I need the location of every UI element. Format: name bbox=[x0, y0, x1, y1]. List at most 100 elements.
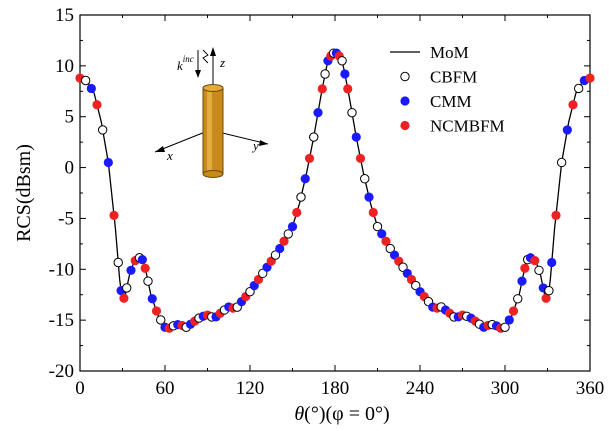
cylinder-body bbox=[202, 87, 224, 175]
series-ncmbfm-point bbox=[304, 153, 315, 164]
series-cmm-point bbox=[504, 315, 514, 325]
series-ncmbfm-point bbox=[279, 236, 289, 246]
series-cbfm-point bbox=[122, 283, 132, 293]
series-ncmbfm-point bbox=[317, 84, 327, 94]
y-tick-label: 10 bbox=[55, 56, 74, 77]
y-tick-label: 15 bbox=[55, 5, 74, 26]
y-tick-label: -5 bbox=[58, 208, 74, 229]
x-tick-label: 180 bbox=[321, 378, 350, 399]
k-inc-label: kinc bbox=[177, 54, 194, 73]
mom-curve-layer bbox=[79, 51, 591, 331]
series-ncmbfm-point bbox=[92, 100, 102, 110]
series-cmm-point bbox=[377, 229, 387, 239]
series-ncmbfm-point bbox=[381, 236, 391, 246]
plot-frame bbox=[79, 14, 591, 372]
series-cbfm-point bbox=[270, 250, 281, 260]
y-axis-arrowhead bbox=[259, 140, 268, 146]
series-cbfm-point bbox=[347, 107, 357, 118]
series-cmm-point bbox=[137, 255, 147, 265]
series-cbfm-point bbox=[80, 75, 91, 86]
series-ncmbfm-point bbox=[119, 293, 129, 303]
series-ncmbfm-point bbox=[508, 306, 519, 316]
series-ncmbfm-point bbox=[520, 263, 530, 273]
y-axis-label: RCS(dBsm) bbox=[13, 144, 35, 242]
series-cbfm-point bbox=[296, 192, 306, 202]
series-cbfm-point bbox=[320, 69, 330, 79]
legend-symbol-cmm bbox=[400, 96, 410, 106]
legend: MoM CBFM CMM NCMBFM bbox=[390, 43, 505, 136]
series-cbfm-point bbox=[556, 157, 567, 168]
series-ncmbfm-point bbox=[368, 207, 378, 218]
series-cmm-point bbox=[517, 276, 527, 286]
series-cbfm-point bbox=[283, 229, 293, 239]
legend-label-mom: MoM bbox=[430, 43, 469, 62]
cylinder-highlight bbox=[207, 90, 212, 172]
x-axis-arrowhead bbox=[155, 146, 165, 152]
series-ncmbfm-point bbox=[109, 210, 119, 220]
y-tick-label: -15 bbox=[49, 310, 74, 331]
series-ncmbfm-point bbox=[140, 263, 150, 273]
y-tick-label: -10 bbox=[49, 259, 74, 280]
series-cmm-point bbox=[300, 174, 310, 184]
series-cbfm-point bbox=[156, 315, 166, 325]
polarization-zigzag-icon bbox=[202, 49, 209, 64]
series-cmm-point bbox=[313, 108, 323, 118]
x-tick-label: 60 bbox=[156, 378, 175, 399]
series-ncmbfm-point bbox=[568, 100, 578, 110]
x-tick-label: 240 bbox=[406, 378, 435, 399]
series-cmm-point bbox=[287, 221, 298, 232]
marker-layer bbox=[75, 48, 595, 333]
series-cbfm-point bbox=[143, 276, 153, 286]
x-axis-label: θ(°)(φ = 0°) bbox=[294, 403, 389, 425]
z-label: z bbox=[219, 55, 225, 70]
z-axis-arrowhead bbox=[210, 47, 216, 56]
x-axis-line bbox=[154, 129, 211, 153]
series-cmm-point bbox=[103, 157, 113, 168]
x-tick-label: 300 bbox=[491, 378, 520, 399]
series-cbfm-point bbox=[534, 265, 544, 276]
series-cmm-point bbox=[562, 125, 572, 135]
series-ncmbfm-point bbox=[551, 210, 561, 220]
legend-label-ncmbfm: NCMBFM bbox=[430, 117, 505, 136]
axis-ticks: 0 60 120 180 240 300 360 -20 -15 -10 -5 0 5 10 15 bbox=[49, 5, 605, 399]
cylinder-bottom bbox=[202, 170, 224, 178]
legend-symbol-ncmbfm bbox=[400, 120, 410, 131]
x-tick-label: 360 bbox=[576, 378, 605, 399]
series-ncmbfm-point bbox=[355, 153, 366, 164]
series-cbfm-point bbox=[372, 221, 383, 232]
plot-area: 0 60 120 180 240 300 360 -20 -15 -10 -5 0 5 10 15 bbox=[49, 5, 605, 399]
series-cbfm-point bbox=[513, 294, 523, 304]
series-cmm-point bbox=[351, 132, 361, 142]
legend-label-cmm: CMM bbox=[430, 92, 472, 111]
series-ncmbfm-point bbox=[530, 256, 540, 266]
x-label: x bbox=[166, 148, 173, 163]
series-ncmbfm-point bbox=[585, 73, 595, 83]
y-tick-label: 0 bbox=[65, 158, 75, 179]
series-cbfm-point bbox=[385, 243, 395, 254]
series-cbfm-point bbox=[360, 174, 370, 184]
series-cmm-point bbox=[126, 265, 136, 275]
y-label: y bbox=[251, 138, 259, 153]
incident-arrowhead bbox=[195, 70, 201, 78]
y-tick-label: 5 bbox=[65, 107, 75, 128]
legend-label-cbfm: CBFM bbox=[430, 68, 477, 87]
series-cmm-point bbox=[547, 257, 557, 268]
series-ncmbfm-point bbox=[292, 207, 302, 218]
series-ncmbfm-point bbox=[343, 84, 353, 94]
series-cmm-point bbox=[364, 192, 374, 202]
series-ncmbfm-point bbox=[541, 293, 551, 303]
series-cmm-point bbox=[86, 83, 96, 94]
y-tick-label: -20 bbox=[49, 361, 74, 382]
legend-symbol-cbfm bbox=[400, 71, 410, 82]
series-cbfm-point bbox=[309, 132, 319, 142]
series-cmm-point bbox=[147, 294, 157, 304]
inset-cylinder-diagram: kinc z x y bbox=[154, 47, 269, 178]
series-cbfm-point bbox=[573, 83, 584, 94]
series-ncmbfm-point bbox=[151, 306, 162, 316]
series-cmm-point bbox=[275, 243, 285, 254]
x-tick-label: 120 bbox=[236, 378, 265, 399]
series-cbfm-point bbox=[544, 285, 554, 296]
series-cbfm-point bbox=[97, 125, 108, 135]
series-cbfm-point bbox=[337, 56, 347, 66]
